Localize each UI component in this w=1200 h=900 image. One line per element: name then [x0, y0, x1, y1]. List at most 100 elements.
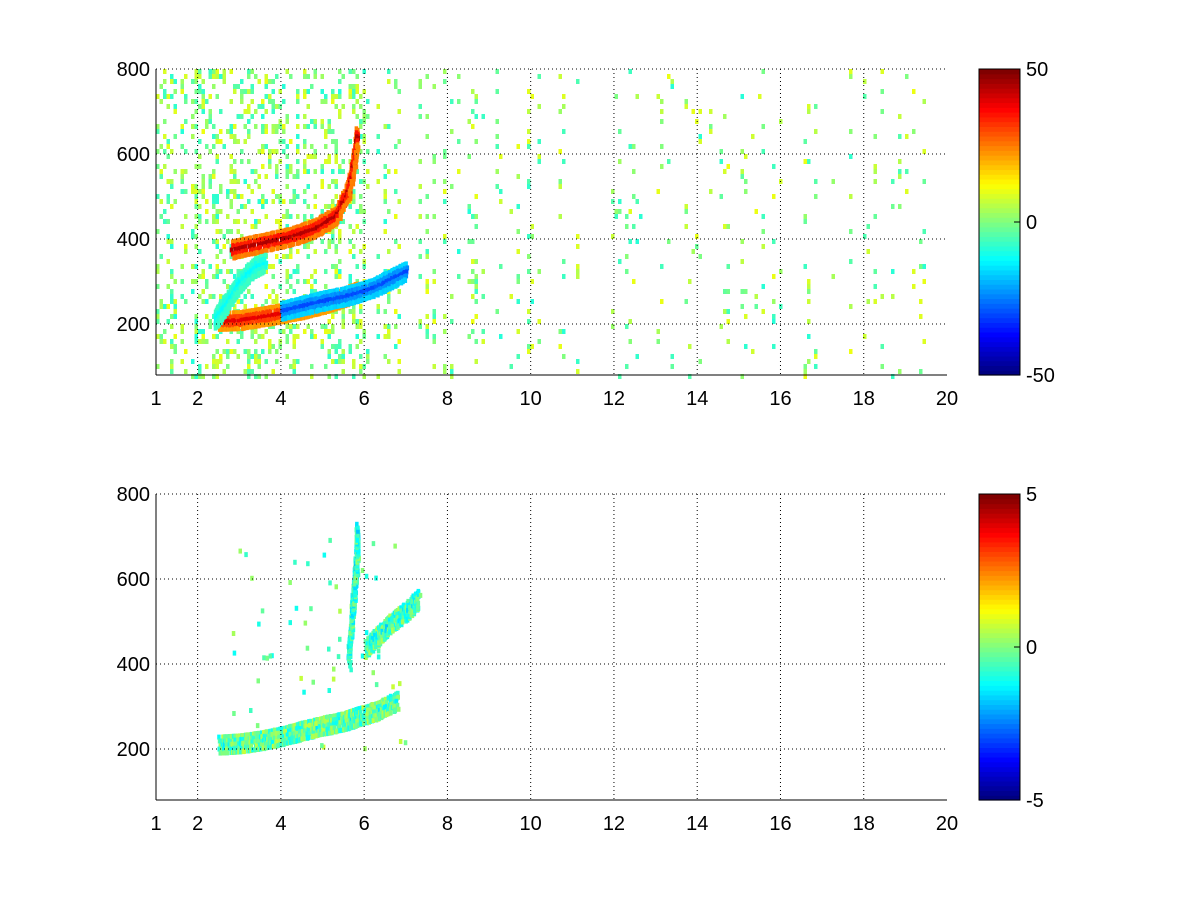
- heatmap-cell: [265, 247, 269, 253]
- heatmap-cell: [327, 354, 331, 359]
- heatmap-cell: [257, 364, 261, 369]
- heatmap-cell: [159, 199, 163, 204]
- heatmap-cell: [425, 329, 429, 334]
- heatmap-cell: [233, 274, 237, 279]
- x-tick-label: 18: [853, 813, 875, 835]
- heatmap-cell: [244, 272, 249, 278]
- heatmap-cell: [374, 682, 379, 688]
- heatmap-cell: [215, 254, 219, 259]
- heatmap-cell: [271, 728, 275, 734]
- heatmap-cell: [471, 89, 475, 94]
- heatmap-cell: [719, 324, 723, 329]
- heatmap-cell: [368, 282, 373, 288]
- heatmap-cell: [251, 246, 256, 252]
- heatmap-cell: [236, 229, 240, 234]
- heatmap-cell: [270, 304, 275, 310]
- heatmap-cell: [336, 654, 341, 660]
- heatmap-cell: [397, 109, 401, 114]
- heatmap-cell: [249, 731, 254, 737]
- heatmap-cell: [374, 713, 378, 719]
- heatmap-cell: [558, 214, 562, 219]
- heatmap-cell: [660, 109, 664, 114]
- heatmap-cell: [180, 279, 184, 284]
- heatmap-cell: [280, 316, 285, 322]
- heatmap-cell: [306, 313, 310, 319]
- heatmap-cell: [293, 731, 297, 736]
- heatmap-cell: [418, 114, 422, 119]
- heatmap-cell: [474, 224, 478, 229]
- heatmap-cell: [355, 286, 360, 292]
- heatmap-cell: [194, 234, 198, 239]
- colorbar-segment: [979, 503, 1020, 509]
- heatmap-cell: [198, 154, 202, 159]
- colorbar-segment: [979, 599, 1020, 605]
- heatmap-cell: [250, 329, 254, 334]
- heatmap-cell: [250, 114, 254, 119]
- heatmap-cell: [527, 179, 531, 184]
- heatmap-cell: [256, 678, 260, 684]
- heatmap-cell: [240, 249, 244, 255]
- heatmap-cell: [905, 74, 909, 79]
- heatmap-cell: [208, 174, 212, 179]
- heatmap-cell: [205, 219, 209, 224]
- heatmap-cell: [323, 294, 327, 300]
- heatmap-cell: [205, 339, 209, 344]
- heatmap-cell: [336, 716, 340, 722]
- heatmap-cell: [516, 299, 520, 304]
- heatmap-cell: [248, 324, 252, 330]
- heatmap-cell: [250, 243, 254, 249]
- heatmap-cell: [342, 727, 346, 733]
- heatmap-cell: [278, 159, 282, 164]
- heatmap-cell: [558, 344, 562, 349]
- heatmap-cell: [159, 304, 163, 309]
- heatmap-cell: [576, 79, 580, 84]
- heatmap-cell: [281, 240, 285, 246]
- heatmap-cell: [215, 159, 219, 164]
- heatmap-cell: [352, 359, 356, 364]
- heatmap-cell: [236, 354, 240, 359]
- heatmap-cell: [618, 129, 622, 134]
- heatmap-cell: [425, 249, 429, 254]
- colorbar-segment: [979, 737, 1020, 744]
- heatmap-cell: [277, 315, 281, 321]
- heatmap-cell: [537, 319, 541, 324]
- heatmap-cell: [184, 169, 188, 174]
- heatmap-cell: [156, 284, 160, 289]
- heatmap-cell: [349, 179, 353, 184]
- heatmap-cell: [408, 605, 412, 611]
- heatmap-cell: [259, 237, 263, 243]
- heatmap-cell: [803, 374, 807, 379]
- heatmap-cell: [357, 286, 362, 292]
- heatmap-cell: [264, 199, 268, 204]
- heatmap-cell: [241, 313, 245, 319]
- heatmap-cell: [660, 164, 664, 169]
- heatmap-cell: [403, 613, 408, 619]
- heatmap-cell: [288, 731, 293, 737]
- heatmap-cell: [349, 300, 353, 306]
- heatmap-cell: [301, 729, 305, 734]
- heatmap-cell: [170, 364, 174, 369]
- heatmap-cell: [287, 736, 292, 742]
- x-tick-label: 2: [192, 388, 203, 410]
- heatmap-cell: [180, 129, 184, 134]
- heatmap-cell: [558, 109, 562, 114]
- heatmap-cell: [329, 293, 333, 298]
- heatmap-cell: [359, 369, 363, 374]
- heatmap-cell: [359, 94, 363, 99]
- heatmap-cell: [301, 315, 306, 320]
- heatmap-cell: [891, 294, 895, 299]
- heatmap-cell: [527, 269, 531, 274]
- heatmap-cell: [740, 169, 744, 174]
- heatmap-cell: [327, 646, 331, 652]
- heatmap-cell: [772, 314, 776, 319]
- heatmap-cell: [361, 713, 366, 719]
- heatmap-cell: [184, 99, 188, 104]
- heatmap-cell: [253, 273, 258, 279]
- heatmap-cell: [443, 234, 447, 239]
- heatmap-cell: [215, 194, 219, 199]
- heatmap-cell: [212, 274, 216, 279]
- heatmap-cell: [303, 139, 307, 144]
- heatmap-cell: [344, 726, 348, 732]
- heatmap-cell: [285, 169, 289, 174]
- heatmap-cell: [324, 289, 329, 295]
